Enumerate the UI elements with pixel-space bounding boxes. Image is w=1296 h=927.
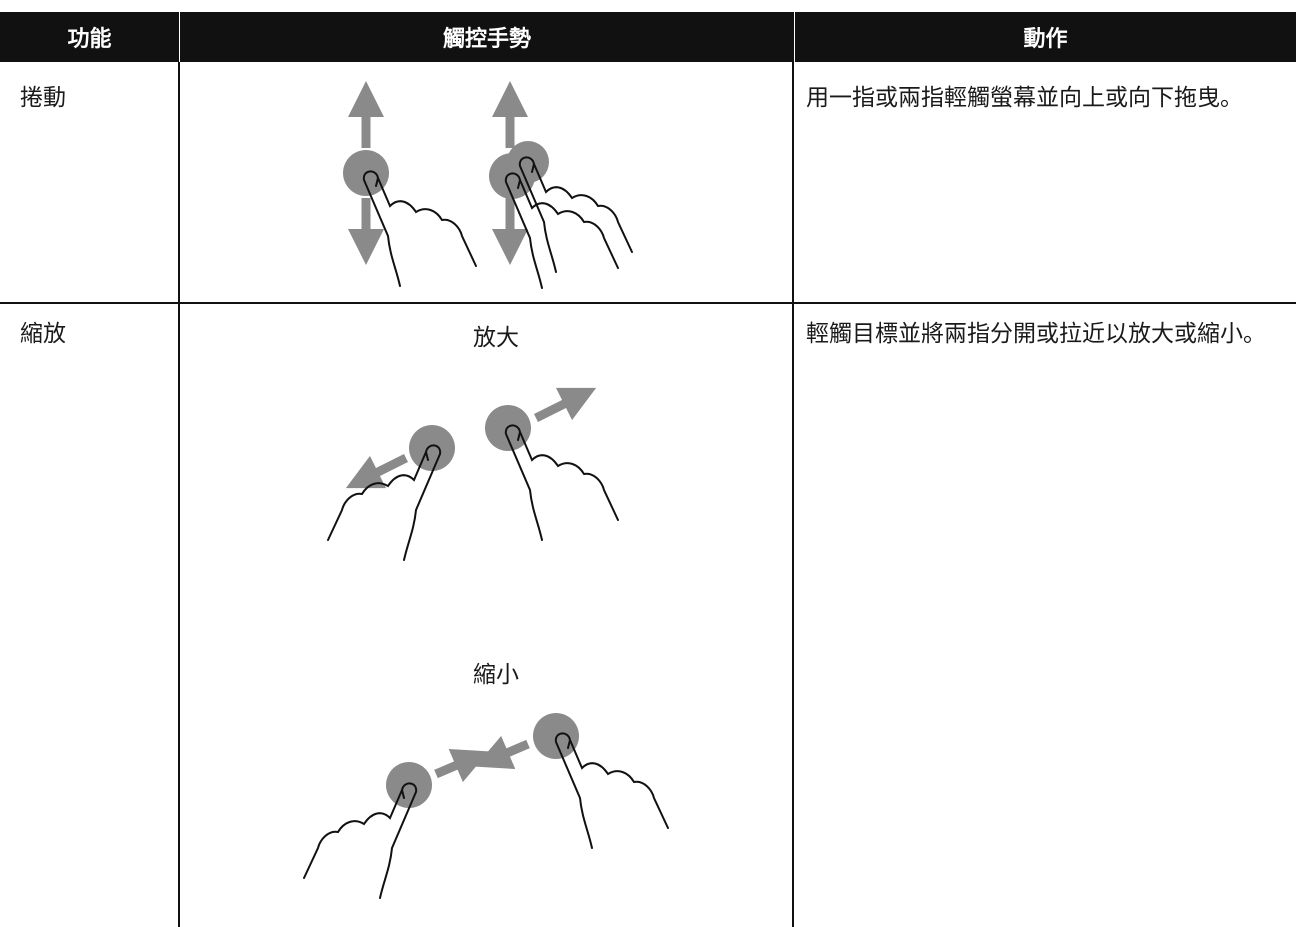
header-cell: 功能 xyxy=(0,12,179,62)
arrows xyxy=(345,81,597,783)
row-divider xyxy=(0,302,1296,304)
header-cell: 觸控手勢 xyxy=(179,12,794,62)
column-divider xyxy=(792,62,794,927)
action-cell: 輕觸目標並將兩指分開或拉近以放大或縮小。 xyxy=(806,321,1266,347)
function-cell: 捲動 xyxy=(20,85,66,111)
gesture-label: 放大 xyxy=(473,325,519,351)
hands xyxy=(303,156,669,899)
action-cell: 用一指或兩指輕觸螢幕並向上或向下拖曳。 xyxy=(806,85,1243,111)
header-cell: 動作 xyxy=(794,12,1296,62)
column-divider xyxy=(178,62,180,927)
function-cell: 縮放 xyxy=(20,321,66,347)
gesture-label: 縮小 xyxy=(473,662,519,688)
